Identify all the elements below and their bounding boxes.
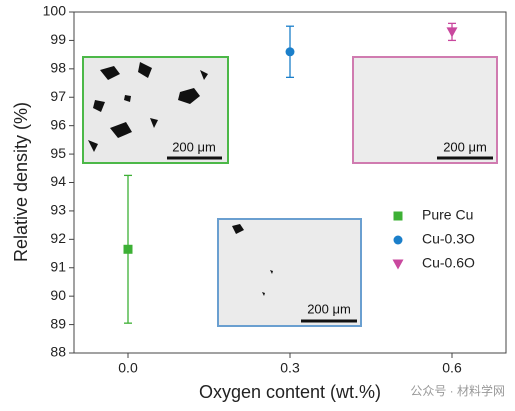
scale-label: 200 μm (172, 139, 216, 154)
y-tick-label: 100 (43, 3, 67, 19)
y-axis-title: Relative density (%) (11, 102, 31, 262)
legend-label: Pure Cu (422, 207, 473, 223)
y-tick-label: 94 (50, 173, 66, 189)
legend-marker (393, 211, 403, 221)
y-tick-label: 98 (50, 60, 66, 76)
inset-cu-03o: 200 μm (217, 218, 362, 327)
x-axis-title: Oxygen content (wt.%) (199, 382, 381, 402)
x-tick-label: 0.3 (280, 360, 300, 376)
legend-marker (392, 259, 404, 270)
scale-label: 200 μm (307, 301, 351, 316)
legend-marker (393, 235, 403, 245)
marker (446, 27, 458, 38)
legend-label: Cu-0.3O (422, 231, 475, 247)
legend-label: Cu-0.6O (422, 255, 475, 271)
watermark: 公众号 · 材料学网 (410, 383, 505, 398)
marker (285, 47, 295, 57)
x-tick-label: 0.6 (442, 360, 462, 376)
y-tick-label: 95 (50, 145, 66, 161)
y-tick-label: 90 (50, 287, 66, 303)
inset-cu-06o: 200 μm (352, 56, 498, 164)
y-tick-label: 89 (50, 315, 66, 331)
scale-label: 200 μm (443, 139, 487, 154)
y-tick-label: 93 (50, 202, 66, 218)
y-tick-label: 99 (50, 31, 66, 47)
marker (123, 244, 133, 254)
y-tick-label: 91 (50, 258, 66, 274)
y-tick-label: 92 (50, 230, 66, 246)
y-tick-label: 96 (50, 116, 66, 132)
y-tick-label: 97 (50, 88, 66, 104)
inset-pure-cu: 200 μm (82, 56, 229, 164)
x-tick-label: 0.0 (118, 360, 138, 376)
y-tick-label: 88 (50, 344, 66, 360)
